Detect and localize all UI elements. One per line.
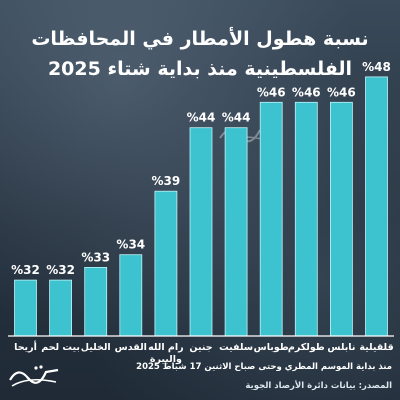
bar-value-label-0: %32	[11, 263, 40, 277]
bar-0	[14, 279, 37, 337]
category-label-5: جنين	[189, 342, 212, 353]
category-label-2: الخليل	[81, 342, 111, 353]
chart-title-line-1: نسبة هطول الأمطار في المحافظات	[31, 28, 369, 50]
bar-value-label-5: %44	[187, 111, 216, 125]
bar-value-label-10: %48	[362, 60, 391, 74]
category-label-1: بيت لحم	[41, 342, 80, 353]
bar-8	[294, 101, 318, 337]
bar-value-label-8: %46	[292, 85, 321, 99]
bar-5	[189, 127, 213, 337]
bar-3	[119, 254, 143, 337]
chart-note: منذ بداية الموسم المطري وحتى صباح الاثني…	[136, 362, 392, 372]
chart-source: المصدر: بيانات دائرة الأرصاد الجوية	[245, 381, 392, 391]
bar-2	[84, 266, 108, 337]
category-label-9: نابلس	[327, 342, 355, 353]
bar-value-label-3: %34	[116, 238, 145, 252]
bar-value-label-1: %32	[46, 263, 75, 277]
category-label-7: طوباس	[254, 342, 289, 353]
category-label-3: القدس	[115, 342, 147, 353]
category-label-0: أريحا	[14, 340, 37, 353]
bar-value-label-4: %39	[152, 174, 181, 188]
bar-1	[49, 279, 72, 337]
bar-6	[224, 127, 248, 337]
bar-value-label-9: %46	[327, 85, 356, 99]
bar-4	[154, 190, 178, 337]
bar-value-label-2: %33	[81, 250, 110, 264]
category-label-4: رام الله والبيرة	[148, 342, 183, 365]
category-label-6: سلفيت	[219, 342, 253, 353]
category-label-10: قلقيلية	[359, 342, 393, 353]
bar-7	[259, 101, 283, 337]
category-label-8: طولكرم	[288, 342, 325, 353]
bar-value-label-7: %46	[257, 85, 286, 99]
bar-value-label-6: %44	[222, 111, 251, 125]
bar-10	[365, 76, 388, 337]
chart-title-line-2: الفلسطينية منذ بداية شتاء 2025	[47, 58, 353, 80]
bar-9	[329, 101, 353, 337]
brand-logo-icon	[9, 365, 59, 387]
